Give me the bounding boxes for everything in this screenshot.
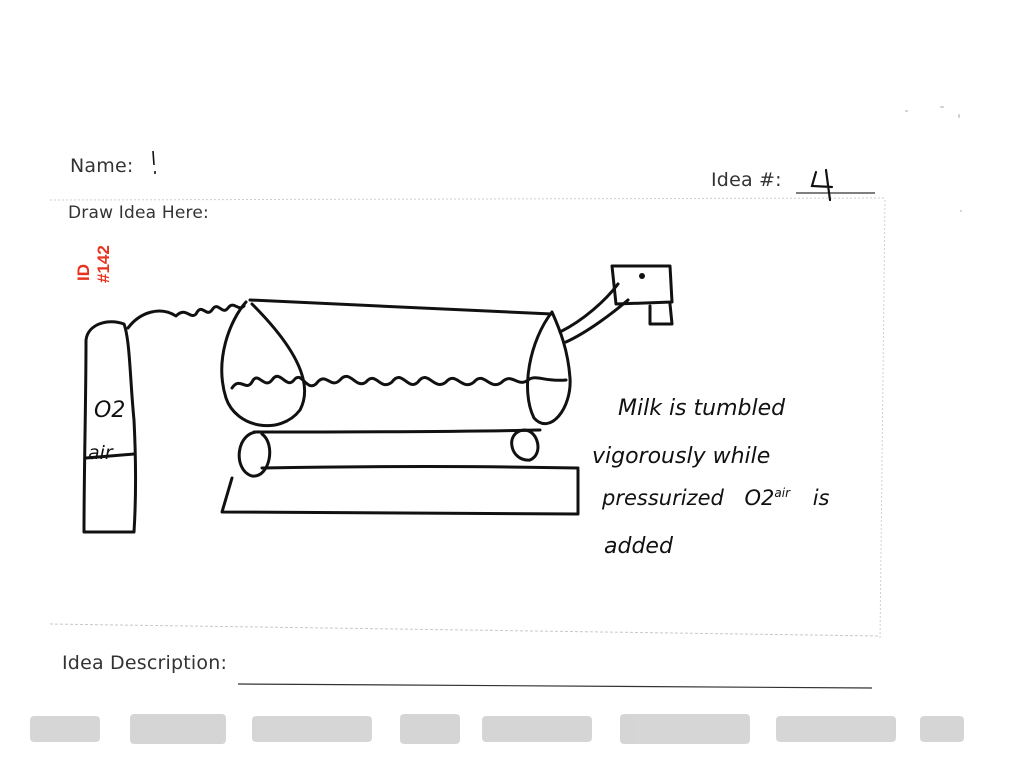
draw-area-top-border [49, 197, 886, 201]
drum-bottom-edge [252, 428, 542, 434]
air-hose [126, 303, 246, 330]
annotation-line-3: pressurized O2air is [602, 486, 830, 510]
oxygen-tank-band [84, 452, 136, 460]
crank-knob [648, 302, 674, 326]
scan-speck [958, 114, 960, 118]
annotation-line-3-super: air [774, 486, 791, 500]
roller-belt [260, 465, 580, 470]
name-handwriting [152, 150, 156, 174]
drum-top-edge [248, 298, 554, 316]
scan-speck [905, 110, 908, 112]
scan-speck [940, 106, 944, 108]
annotation-line-1: Milk is tumbled [618, 396, 786, 421]
crank-pivot [639, 273, 645, 279]
base-platform [220, 468, 580, 516]
draw-idea-label: Draw Idea Here: [68, 203, 209, 223]
tank-formula-text: O2 [94, 398, 126, 423]
crank-box [610, 264, 674, 306]
name-label: Name: [70, 155, 134, 177]
annotation-line-3-formula: O2 [744, 486, 775, 510]
tank-formula: O2 [94, 398, 125, 423]
draw-area-right-border [879, 199, 886, 641]
oxygen-tank [82, 320, 137, 534]
idea-number-handwriting [810, 168, 834, 202]
id-stamp: ID #142 [70, 225, 126, 285]
idea-number-label: Idea #: [711, 169, 782, 191]
drum-right-end [526, 310, 572, 426]
id-stamp-number: #142 [94, 245, 113, 283]
annotation-line-3-b: is [812, 486, 830, 510]
right-roller [510, 428, 540, 462]
annotation-line-2: vigorously while [592, 444, 771, 469]
draw-area-bottom-border [49, 623, 881, 637]
left-roller [237, 430, 272, 478]
milk-level [230, 374, 568, 390]
annotation-line-4: added [604, 534, 673, 559]
drum-left-end [220, 300, 306, 428]
scan-speck [960, 210, 962, 212]
scan-noise-strip [30, 714, 964, 744]
idea-description-label: Idea Description: [62, 652, 228, 674]
id-stamp-label: ID [74, 264, 93, 281]
tank-word: air [88, 442, 113, 464]
crank-arm [558, 282, 630, 344]
annotation-line-3-a: pressurized [602, 486, 724, 510]
description-underline [237, 683, 873, 689]
